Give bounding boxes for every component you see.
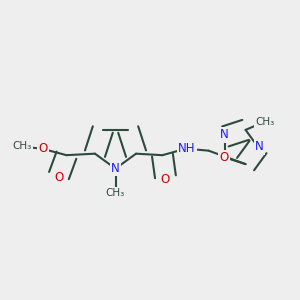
Text: O: O — [219, 151, 229, 164]
Text: N: N — [255, 140, 264, 154]
Text: N: N — [111, 162, 120, 175]
Text: NH: NH — [178, 142, 196, 155]
Text: O: O — [38, 142, 48, 155]
Text: CH₃: CH₃ — [12, 141, 32, 151]
Text: N: N — [220, 128, 229, 141]
Text: CH₃: CH₃ — [255, 117, 275, 128]
Text: CH₃: CH₃ — [106, 188, 125, 198]
Text: O: O — [161, 173, 170, 186]
Text: O: O — [54, 172, 64, 184]
